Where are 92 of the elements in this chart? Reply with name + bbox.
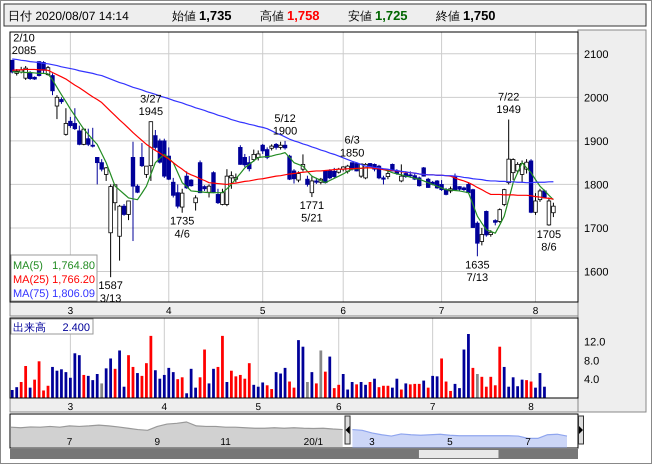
- annotation: 2/10 2085: [12, 32, 36, 57]
- text: 1,725: [375, 8, 408, 23]
- bar: [395, 378, 398, 398]
- bar: [190, 368, 193, 398]
- candlestick: [99, 158, 104, 172]
- text: 高値: [260, 9, 284, 23]
- x-tick-label: 5: [447, 437, 454, 448]
- x-tick-label: 6: [336, 402, 342, 413]
- candlestick: [484, 210, 489, 238]
- x-tick-label: 7: [438, 306, 445, 317]
- x-tick-label: 11: [220, 437, 232, 448]
- annotation: 1735 4/6: [170, 216, 194, 240]
- y-tick-label: 1800: [584, 179, 608, 192]
- candlestick: [310, 175, 314, 198]
- y-tick-label: 1900: [584, 136, 608, 148]
- candlestick: [126, 200, 131, 221]
- bar: [373, 378, 376, 398]
- candlestick: [498, 208, 502, 224]
- text: 1,750: [463, 8, 496, 23]
- x-tick-label: 8: [532, 306, 539, 317]
- candlestick: [122, 204, 126, 216]
- text: 安値: [348, 9, 372, 23]
- annotation: 1635 7/13: [465, 259, 490, 284]
- candlestick: [238, 144, 243, 166]
- candlestick: [77, 125, 82, 146]
- annotation: 2.400: [62, 322, 90, 334]
- bar: [472, 368, 474, 398]
- x-tick-label: 7: [66, 437, 73, 448]
- text: MA(25): [13, 274, 50, 286]
- text: 終値: [435, 9, 460, 23]
- bar: [310, 372, 314, 398]
- bar: [226, 382, 228, 398]
- y-tick-label: 1700: [584, 222, 608, 235]
- x-tick-label: 9: [154, 437, 161, 448]
- bar: [498, 346, 502, 398]
- bar: [230, 370, 233, 398]
- y-tick-label: 1600: [584, 266, 608, 279]
- bar: [368, 382, 372, 398]
- annotation: 7/22 1949: [496, 92, 521, 116]
- x-tick-label: 3: [68, 306, 74, 317]
- text: 始値: [172, 9, 196, 23]
- candlestick: [533, 192, 538, 216]
- y-tick-label: 2000: [584, 92, 608, 104]
- text: 日付 2020/08/07 14:14: [8, 9, 130, 23]
- y-tick-label: 12.0: [584, 336, 606, 349]
- y-tick-label: 4.0: [584, 374, 600, 386]
- candlestick: [140, 142, 144, 168]
- x-tick-label: 3: [68, 402, 74, 413]
- bar: [109, 358, 112, 398]
- x-tick-label: 7: [525, 437, 532, 448]
- annotation: 1,766.20: [52, 274, 95, 286]
- candlestick: [68, 116, 73, 128]
- text: MA(75): [13, 288, 50, 300]
- annotation: 1771 5/21: [300, 200, 324, 225]
- candlestick: [64, 108, 68, 136]
- x-tick-label: 4: [162, 402, 168, 413]
- text: 1,758: [287, 8, 320, 23]
- x-tick-label: 4: [166, 306, 172, 317]
- bar: [436, 376, 439, 398]
- candlestick: [216, 188, 220, 205]
- candlestick: [296, 170, 301, 183]
- bar: [28, 388, 32, 398]
- y-tick-label: 8.0: [584, 355, 600, 368]
- annotation: 1705 8/6: [536, 228, 562, 254]
- chart-title: 出来高: [13, 321, 46, 334]
- text: MA(5): [13, 260, 43, 272]
- annotation: 3/27 1945: [138, 93, 164, 118]
- x-tick-label: 6: [340, 306, 346, 317]
- candlestick: [54, 94, 60, 120]
- annotation: 1,764.80: [52, 260, 95, 272]
- x-tick-label: 8: [528, 402, 534, 413]
- candlestick: [180, 188, 184, 214]
- x-tick-label: 5: [260, 306, 266, 317]
- candlestick: [104, 166, 108, 182]
- annotation: 5/12 1900: [272, 112, 298, 138]
- x-tick-label: 5: [255, 402, 262, 413]
- candlestick: [193, 194, 198, 212]
- candlestick: [480, 227, 484, 246]
- bar: [136, 373, 139, 398]
- bar: [149, 336, 152, 398]
- text: 1,735: [199, 8, 232, 23]
- annotation: 1,806.09: [52, 288, 95, 300]
- candlestick: [546, 196, 552, 226]
- candlestick: [399, 164, 404, 183]
- x-tick-label: 20/1: [304, 437, 324, 448]
- x-tick-label: 3: [369, 437, 376, 448]
- candlestick: [305, 175, 310, 188]
- bar: [355, 384, 358, 398]
- annotation: 6/3 1850: [340, 134, 364, 160]
- bar: [114, 368, 116, 398]
- y-tick-label: 2100: [584, 48, 608, 61]
- x-tick-label: 7: [430, 402, 436, 413]
